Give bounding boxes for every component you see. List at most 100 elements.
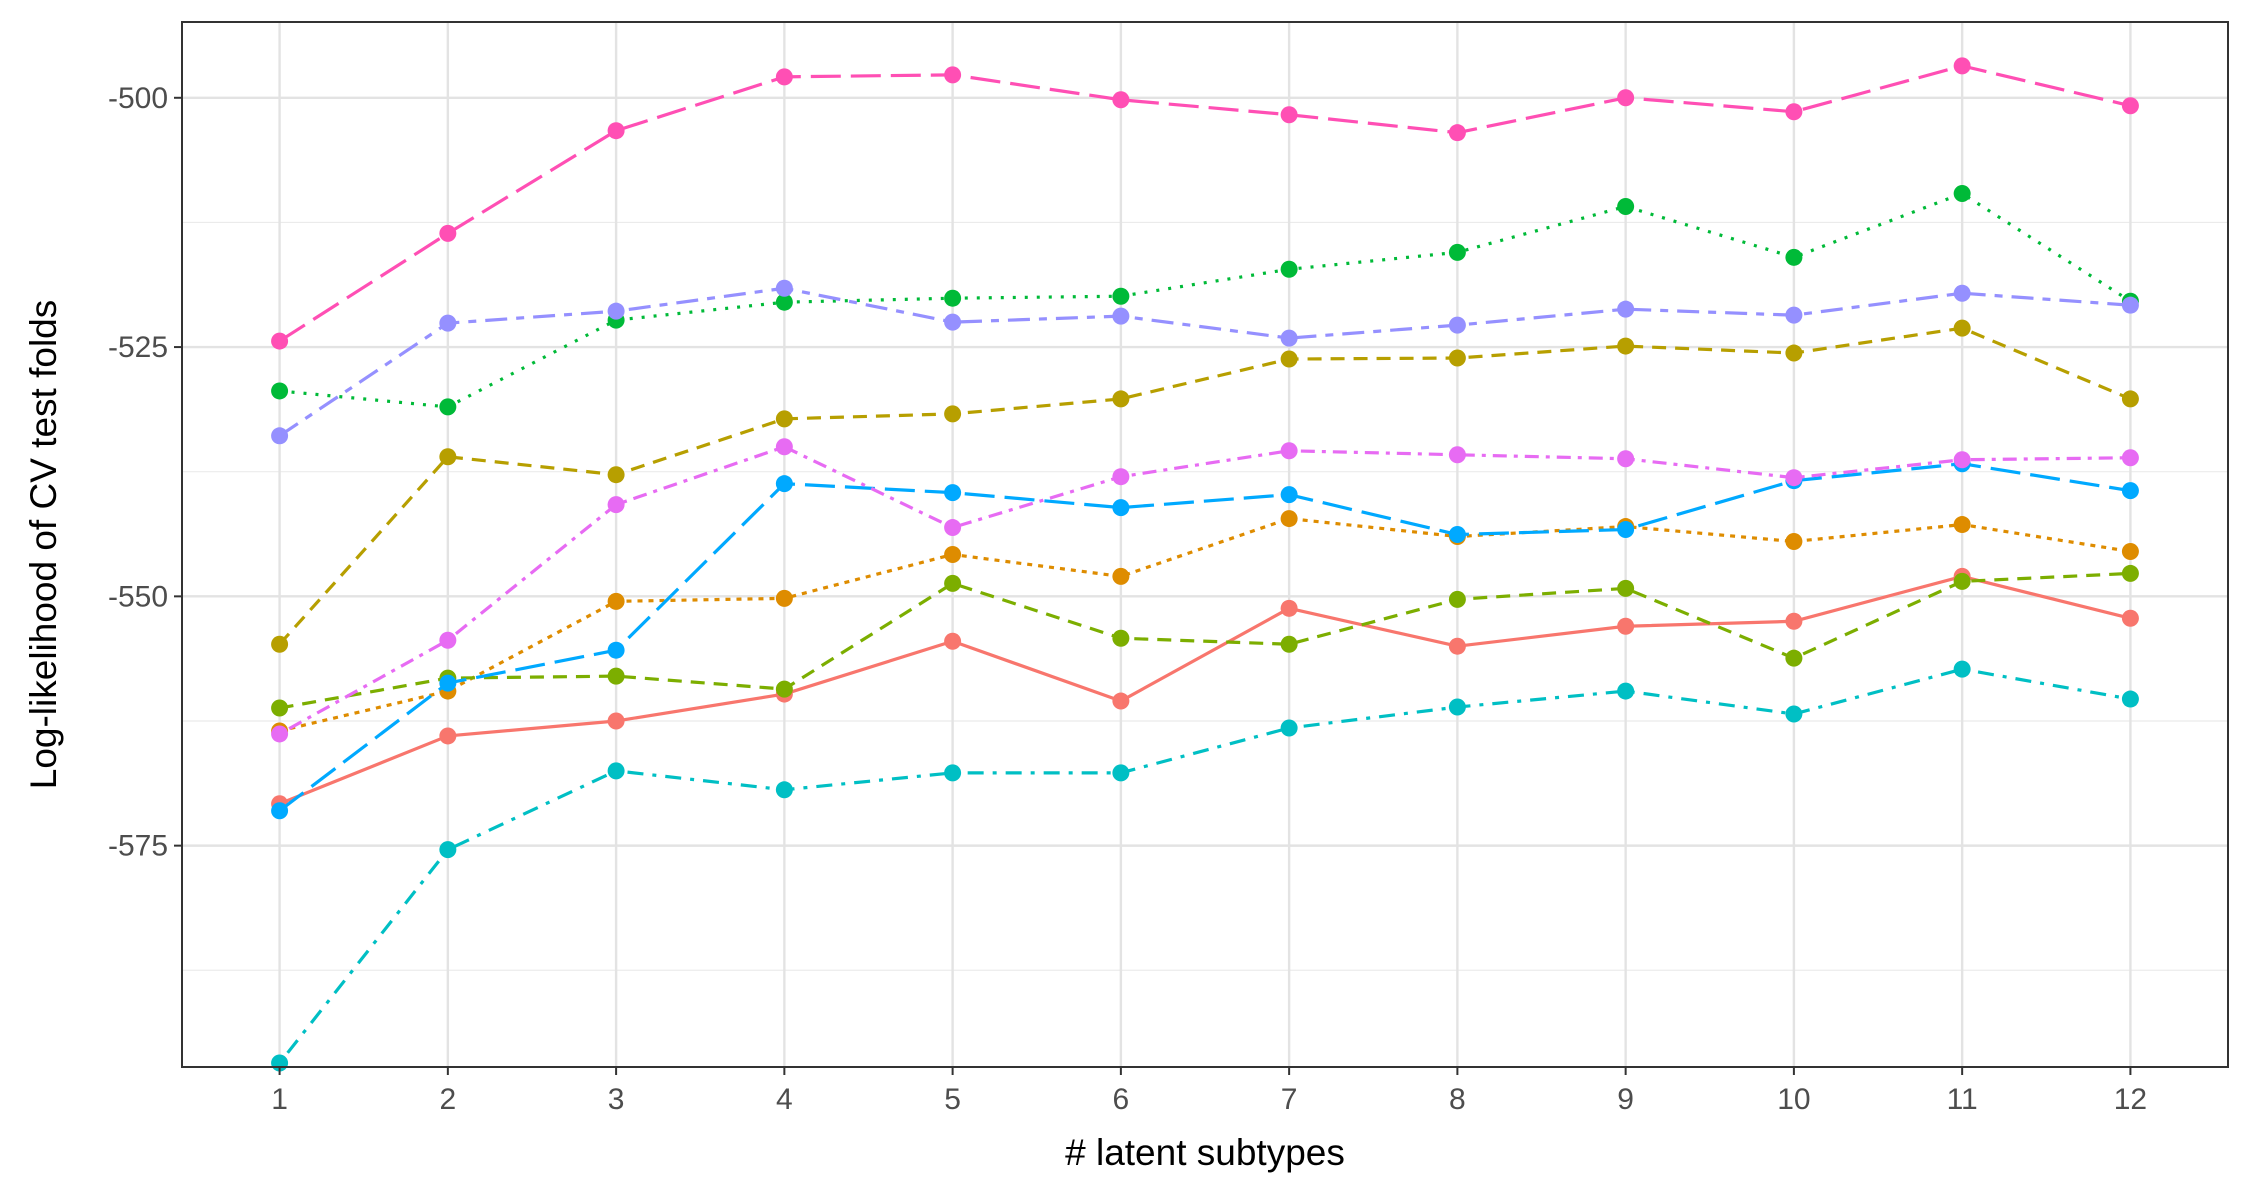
data-point	[1785, 469, 1803, 487]
data-point	[1112, 629, 1130, 647]
data-point	[1953, 284, 1971, 302]
data-point	[439, 314, 457, 332]
data-point	[439, 398, 457, 416]
x-tick-label: 1	[271, 1083, 288, 1116]
x-tick-label: 10	[1777, 1083, 1810, 1116]
x-tick-label: 8	[1449, 1083, 1466, 1116]
y-tick-label: -525	[108, 331, 168, 364]
data-point	[775, 589, 793, 607]
data-point	[944, 484, 962, 502]
data-point	[271, 725, 289, 743]
data-point	[944, 632, 962, 650]
data-point	[775, 68, 793, 86]
data-point	[1785, 103, 1803, 121]
data-point	[944, 764, 962, 782]
data-point	[2121, 564, 2139, 582]
data-point	[1617, 682, 1635, 700]
data-point	[2121, 296, 2139, 314]
x-axis: 1 2 3 4 5 6 7 8 9 10 11 12	[271, 1067, 2147, 1116]
data-point	[1617, 337, 1635, 355]
data-point	[2121, 97, 2139, 115]
data-point	[1785, 306, 1803, 324]
data-point	[271, 427, 289, 445]
series-line	[279, 516, 2131, 733]
series-9	[271, 438, 2139, 743]
data-point	[775, 438, 793, 456]
data-point	[1448, 446, 1466, 464]
data-point	[775, 781, 793, 799]
data-point	[1280, 510, 1298, 528]
data-point	[1617, 89, 1635, 107]
series-line	[278, 462, 2131, 813]
data-point	[1448, 349, 1466, 367]
series-3	[271, 319, 2139, 653]
series-line	[278, 286, 2131, 438]
data-point	[607, 592, 625, 610]
data-point	[1112, 499, 1130, 517]
data-point	[1617, 579, 1635, 597]
data-point	[1448, 698, 1466, 716]
x-tick-label: 6	[1113, 1083, 1130, 1116]
data-point	[271, 802, 289, 820]
data-point	[1112, 468, 1130, 486]
data-point	[1280, 260, 1298, 278]
data-point	[2121, 609, 2139, 627]
y-axis: -500 -525 -550 -575	[108, 82, 182, 863]
data-point	[271, 635, 289, 653]
data-point	[1953, 57, 1971, 75]
data-point	[944, 66, 962, 84]
data-point	[775, 680, 793, 698]
data-point	[944, 519, 962, 537]
data-point	[1617, 300, 1635, 318]
series-5	[271, 185, 2139, 416]
data-point	[607, 641, 625, 659]
x-tick-label: 3	[608, 1083, 625, 1116]
x-tick-label: 7	[1281, 1083, 1298, 1116]
data-point	[1280, 106, 1298, 124]
data-point	[1785, 705, 1803, 723]
data-point	[439, 224, 457, 242]
data-point	[1280, 350, 1298, 368]
data-point	[944, 574, 962, 592]
data-point	[944, 405, 962, 423]
major-gridlines	[182, 22, 2228, 1067]
data-point	[1617, 197, 1635, 215]
data-point	[1280, 635, 1298, 653]
series-line	[278, 445, 2131, 736]
data-point	[1617, 450, 1635, 468]
y-tick-label: -550	[108, 580, 168, 613]
data-point	[1785, 248, 1803, 266]
data-point	[1280, 486, 1298, 504]
data-point	[1448, 124, 1466, 142]
plot-panel-border	[181, 21, 2229, 1068]
data-point	[1280, 719, 1298, 737]
x-axis-title: # latent subtypes	[1065, 1132, 1345, 1173]
series-2	[271, 510, 2139, 740]
series-8	[271, 279, 2139, 445]
data-point	[775, 293, 793, 311]
data-point	[1617, 617, 1635, 635]
x-tick-label: 5	[944, 1083, 961, 1116]
data-point	[1448, 637, 1466, 655]
data-point	[1953, 660, 1971, 678]
data-point	[439, 674, 457, 692]
x-tick-label: 12	[2114, 1083, 2147, 1116]
x-tick-label: 9	[1617, 1083, 1634, 1116]
data-point	[1448, 316, 1466, 334]
data-point	[607, 712, 625, 730]
data-point	[1953, 185, 1971, 203]
data-point	[1112, 390, 1130, 408]
series-line	[278, 574, 2131, 806]
data-point	[944, 545, 962, 563]
data-point	[439, 631, 457, 649]
data-point	[1785, 533, 1803, 551]
data-point	[439, 448, 457, 466]
data-point	[271, 699, 289, 717]
data-point	[607, 762, 625, 780]
data-point	[1112, 764, 1130, 782]
data-point	[1448, 590, 1466, 608]
data-point	[1953, 319, 1971, 337]
data-point	[607, 302, 625, 320]
data-point	[1280, 329, 1298, 347]
